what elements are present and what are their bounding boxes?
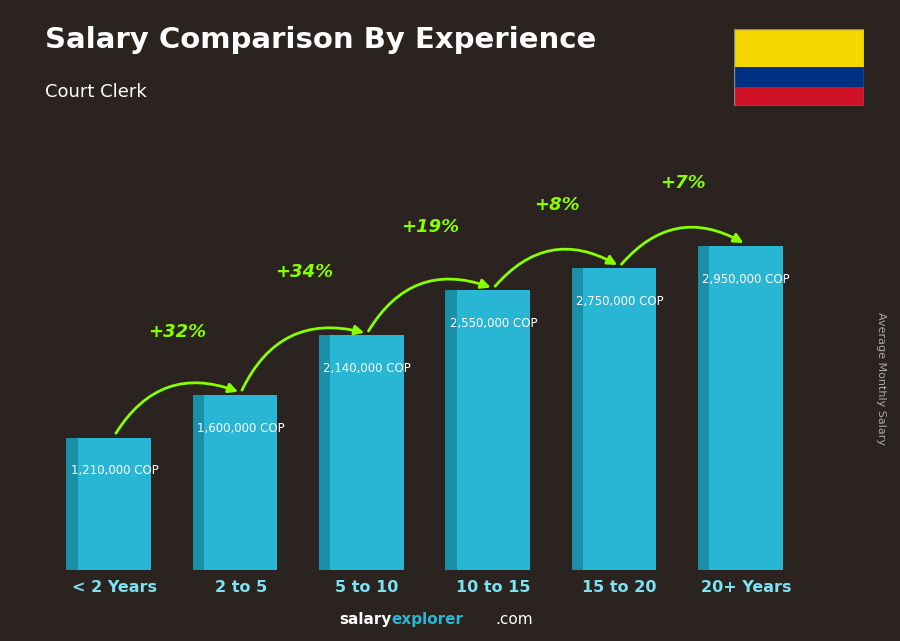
Polygon shape (67, 438, 77, 570)
Polygon shape (698, 246, 709, 570)
Text: 1,600,000 COP: 1,600,000 COP (197, 422, 284, 435)
Bar (734, 67, 864, 87)
Polygon shape (572, 269, 583, 570)
Text: +7%: +7% (660, 174, 706, 192)
Text: 2,950,000 COP: 2,950,000 COP (702, 273, 789, 287)
Text: 1,210,000 COP: 1,210,000 COP (70, 465, 158, 478)
Text: 2,750,000 COP: 2,750,000 COP (576, 296, 663, 308)
Text: +8%: +8% (534, 196, 580, 215)
Text: explorer: explorer (392, 612, 464, 627)
Bar (734, 29, 864, 67)
Polygon shape (193, 395, 204, 570)
Text: +32%: +32% (148, 323, 207, 341)
Polygon shape (319, 335, 330, 570)
Text: 2,550,000 COP: 2,550,000 COP (450, 317, 537, 330)
Text: Court Clerk: Court Clerk (45, 83, 147, 101)
Text: +19%: +19% (401, 219, 459, 237)
Polygon shape (330, 335, 404, 570)
Bar (734, 87, 864, 106)
Text: Salary Comparison By Experience: Salary Comparison By Experience (45, 26, 596, 54)
Polygon shape (77, 438, 151, 570)
Text: salary: salary (339, 612, 392, 627)
Text: +34%: +34% (274, 263, 333, 281)
Text: .com: .com (495, 612, 533, 627)
Polygon shape (204, 395, 277, 570)
Polygon shape (456, 290, 530, 570)
Text: Average Monthly Salary: Average Monthly Salary (877, 312, 886, 445)
Polygon shape (446, 290, 456, 570)
Polygon shape (583, 269, 656, 570)
Polygon shape (709, 246, 782, 570)
Text: 2,140,000 COP: 2,140,000 COP (323, 362, 411, 375)
